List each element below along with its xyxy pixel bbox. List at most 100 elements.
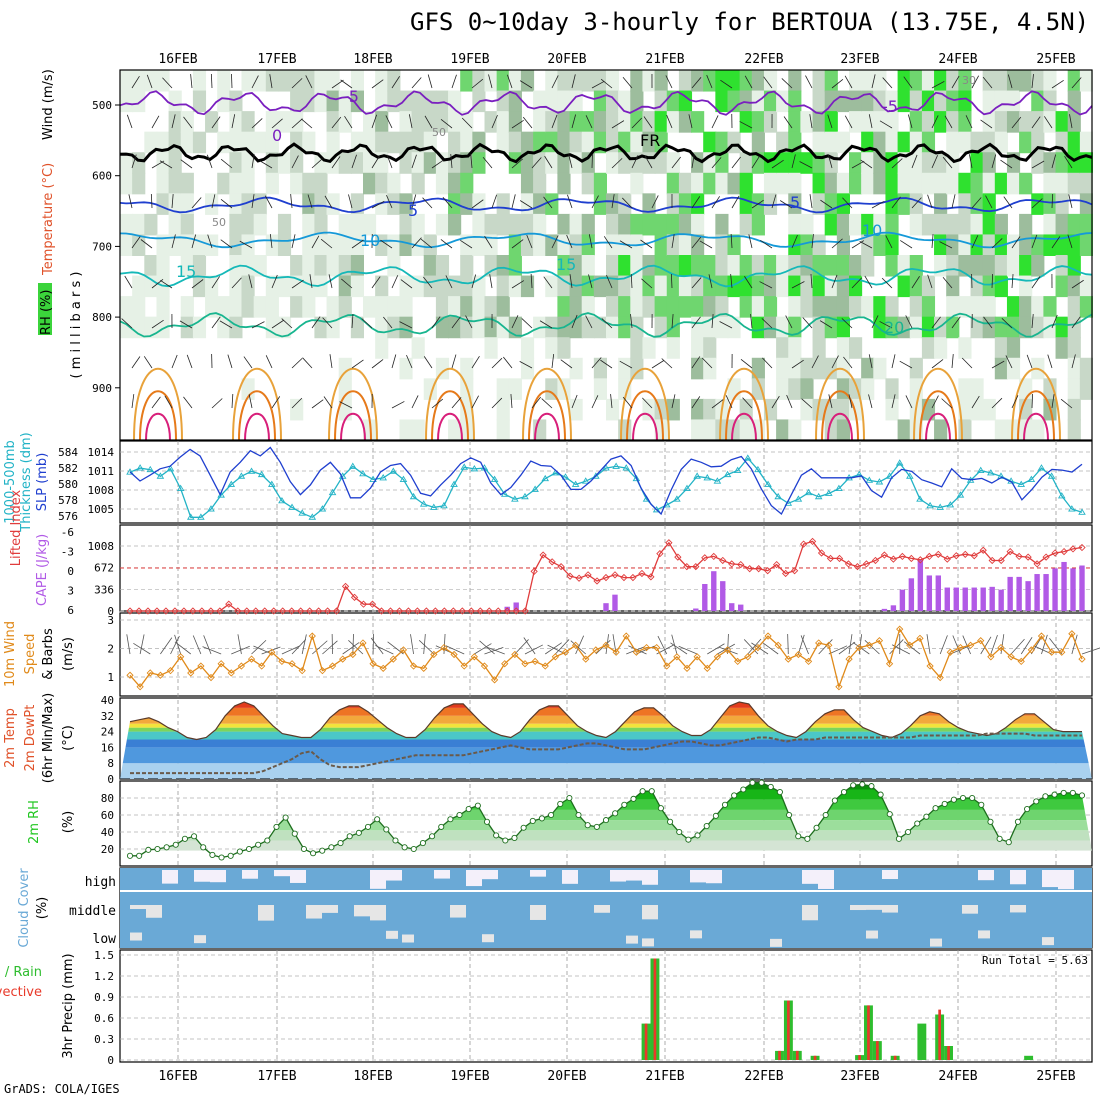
rh-shade-cell [788, 296, 802, 318]
rh-shade-cell [691, 419, 705, 441]
rh-shade-cell [290, 90, 304, 113]
rh-shade-cell [277, 234, 292, 256]
cape-bar [899, 589, 906, 611]
x-label-top: 16FEB [158, 52, 197, 67]
rh-shade-cell [338, 296, 352, 318]
wind-barb [411, 194, 417, 209]
rh-shade-cell [375, 90, 389, 113]
wind-barb [885, 235, 893, 249]
contour-label-p10a: 10 [360, 231, 380, 250]
rh-shade-cell [387, 193, 401, 215]
thickness-point [136, 464, 144, 471]
wind-barb [323, 396, 333, 409]
rh-shade-cell [460, 234, 474, 256]
wind-label: Wind (m/s) [41, 69, 56, 140]
wind-barb [427, 74, 433, 89]
wind-speed-point [703, 664, 711, 672]
rh-shade-cell [569, 70, 583, 92]
wind-barb [164, 395, 173, 409]
lifted-index-point [844, 560, 853, 568]
rh-shade-cell [642, 193, 656, 215]
rh-shade-cell [958, 419, 972, 441]
rh-shade-cell [800, 234, 814, 256]
wind-barb [905, 395, 913, 409]
rh-shade-cell [192, 255, 207, 277]
lifted-index-point [1024, 553, 1032, 561]
lifted-index-point [512, 607, 520, 615]
rh2m-point [310, 850, 317, 857]
lifted-index-point [1033, 560, 1041, 568]
wind-barb [1007, 74, 1013, 89]
wind-barb [159, 160, 173, 169]
wind-speed-point [328, 662, 337, 670]
wind-barb-10m [838, 641, 856, 655]
contour-label-p5a: 5 [408, 201, 418, 220]
contour-label-p15a: 15 [176, 262, 196, 281]
rh-shade-cell [885, 316, 899, 339]
rh-shade-cell [873, 316, 887, 339]
rh-shade-cell [229, 275, 243, 298]
wind-barb [567, 194, 573, 209]
rh-shade-cell [861, 255, 875, 277]
lifted-index-point [548, 558, 556, 566]
contour-label-zero: 0 [272, 126, 282, 145]
wind-barb [424, 115, 433, 129]
wind-barb [305, 75, 313, 89]
rh-shade-cell [739, 193, 753, 215]
rh-shade-cell [460, 316, 474, 339]
wind-barb [131, 394, 135, 409]
contour-label-p10b: 10 [862, 221, 882, 240]
rh-shade-cell [1067, 378, 1081, 400]
rh-shade-cell [630, 337, 644, 359]
wind-barb [868, 114, 873, 129]
rh-shade-cell [423, 234, 437, 256]
wind10m-panel: 321 [107, 614, 1100, 691]
wind-barb [291, 234, 296, 249]
wind-barb [1026, 354, 1033, 369]
lifted-index-point [1078, 543, 1086, 552]
rh-shade-cell [1019, 275, 1033, 298]
wind-barb [302, 357, 313, 369]
rh-shade-cell [217, 316, 231, 339]
rh-shade-cell [994, 255, 1008, 277]
temp-tick: 40 [101, 694, 114, 707]
rh-shade-cell [460, 357, 474, 380]
cloud-high-gap [642, 870, 658, 885]
thickness-point [814, 492, 823, 500]
rh-shade-cell [606, 152, 620, 174]
wind-barb [511, 280, 525, 289]
rh-shade-cell [557, 213, 571, 236]
warm-lobe [632, 412, 658, 441]
rh-shade-cell [666, 152, 680, 174]
rh-shade-cell [338, 152, 352, 174]
temp-tick: 16 [101, 741, 114, 754]
rh-label: RH (%) [39, 290, 54, 335]
rh-shade-cell [375, 316, 389, 339]
wind-barb [1071, 77, 1082, 89]
lifted-index-point [207, 607, 215, 615]
rh2m-point [154, 845, 161, 853]
wind-barb [706, 74, 713, 89]
rh-shade-cell [800, 255, 814, 277]
cape-bar [1016, 576, 1022, 611]
wind-barb [320, 238, 333, 249]
thickness-point [946, 501, 955, 508]
wind-speed-point [126, 671, 134, 679]
wind-barb-10m [251, 639, 267, 655]
thickness-tick: 580 [58, 478, 78, 491]
x-label-bottom: 24FEB [938, 1069, 977, 1084]
rh-shade-cell [994, 316, 1008, 339]
wind-barb [760, 239, 773, 249]
wind-barb [248, 394, 253, 409]
rh-shade-cell [168, 172, 182, 195]
precip-tick: 0 [107, 1054, 114, 1067]
thickness-point [541, 474, 550, 482]
wind-barb [688, 114, 693, 129]
wind-barb [361, 318, 373, 329]
wind-barb [140, 239, 153, 249]
lifted-index-point [916, 556, 924, 564]
rh-shade-cell [448, 296, 462, 318]
wind-barb-10m [858, 634, 863, 655]
wind-barb [571, 394, 578, 409]
rh-shade-cell [739, 152, 753, 174]
